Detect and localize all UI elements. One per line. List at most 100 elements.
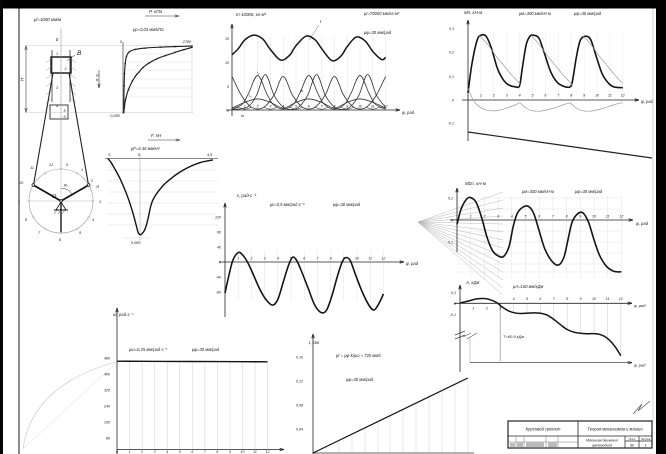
mechanism-name-line1: Механизм движения <box>586 439 618 443</box>
x-tick-label: 4 <box>513 297 515 301</box>
x-tick-label: 11 <box>606 297 610 301</box>
x-tick-label: 1 <box>129 450 131 454</box>
label: 4 <box>92 218 94 222</box>
circle-mark <box>43 227 47 230</box>
axis-label: ε, рад·с⁻² <box>237 193 257 198</box>
x-tick-label: 5 <box>290 257 292 261</box>
compression-curve <box>123 46 193 113</box>
data-marker <box>164 54 166 57</box>
y-tick-label: 0,1 <box>451 291 456 295</box>
arrow-head <box>628 219 634 222</box>
axis-label: F, кН <box>151 133 162 138</box>
arrow-head <box>627 362 633 365</box>
data-marker <box>136 73 138 76</box>
y-tick-label: 0,16 <box>296 356 303 360</box>
x-tick-label: 1 <box>472 307 474 311</box>
label: S <box>108 153 111 157</box>
scale-note: μм=300 мм/кН·м <box>518 11 551 16</box>
crank-center-label: О <box>52 194 57 200</box>
x-tick-label: 3 <box>154 450 156 454</box>
y-tick-label: 0 <box>452 99 454 103</box>
label: φ, рад <box>406 261 419 266</box>
x-tick-label: 2 <box>256 105 259 109</box>
arrow-head <box>279 449 285 452</box>
x-tick-label: 10 <box>592 297 596 301</box>
x-tick-label: 2 <box>140 450 143 454</box>
resistance-moment-curve <box>467 33 623 93</box>
inertia-component <box>231 98 386 109</box>
x-tick-label: 9 <box>580 297 582 301</box>
label: 0,085 <box>110 114 120 118</box>
scale-note: μφ=30 мм/рад <box>191 347 220 352</box>
y-tick-label: -0,1 <box>448 122 454 126</box>
data-marker <box>182 48 185 51</box>
circle-mark <box>59 199 63 203</box>
x-tick-label: 1 <box>480 94 482 98</box>
y-tick-label: 0 <box>227 109 229 113</box>
data-marker <box>174 51 176 54</box>
data-marker <box>123 72 126 75</box>
x-tick-label: 3 <box>264 257 266 261</box>
label: 7 <box>38 231 41 235</box>
construction-line <box>417 191 504 223</box>
arrow-head <box>627 302 633 305</box>
circle-mark <box>59 231 63 235</box>
label: Iп <box>241 114 244 118</box>
y-tick-label: 0,04 <box>296 428 303 432</box>
y-tick-label: 0,08 <box>296 404 303 408</box>
arrow-head <box>24 45 27 51</box>
construction-line <box>417 207 504 223</box>
x-tick-label: 6 <box>539 297 541 301</box>
circle-mark <box>27 199 31 203</box>
construction-line <box>69 89 77 96</box>
y-tick-label: -0,1 <box>447 241 453 245</box>
label: 1 <box>81 168 83 172</box>
label: I <box>320 19 322 24</box>
scale-note: μt = μφ·k/μω = 720 мм/с <box>335 353 382 358</box>
x-tick-label: 11 <box>253 450 257 454</box>
construction-line <box>53 209 58 215</box>
y-tick-label: 15 <box>225 37 229 41</box>
decay-curve <box>582 35 624 84</box>
y-tick-label: 40 <box>217 246 221 250</box>
arrow-head <box>24 107 27 113</box>
x-tick-label: 9 <box>579 215 581 219</box>
x-tick-label: 12 <box>266 450 270 454</box>
y-tick-label: 120 <box>215 216 221 220</box>
construction-line <box>45 65 53 72</box>
data-marker <box>159 46 161 48</box>
label: 5 <box>79 231 82 235</box>
arrow-head <box>399 261 405 264</box>
sheet-col-header: Лист <box>628 437 637 441</box>
arrow-head <box>174 14 180 17</box>
circle-mark <box>32 183 35 187</box>
x-tick-label: 10 <box>355 257 359 261</box>
arrow-head <box>224 202 227 208</box>
construction-line <box>32 72 54 186</box>
label: φ, рад <box>402 110 415 115</box>
x-tick-label: 9 <box>346 105 348 109</box>
stamp-signature-mark <box>526 442 544 447</box>
x-tick-label: 4 <box>519 94 521 98</box>
construction-line <box>45 97 53 104</box>
shape <box>0 0 3 454</box>
label: φ, рад <box>634 303 646 308</box>
x-tick-label: 8 <box>566 215 568 219</box>
x-tick-label: 5 <box>532 94 534 98</box>
construction-path <box>60 187 73 195</box>
construction-line <box>60 201 67 211</box>
x-tick-label: 7 <box>316 257 319 261</box>
x-tick-label: 12 <box>619 297 623 301</box>
scale-note: μφ=30 мм/рад <box>332 202 361 207</box>
label: Н <box>20 77 25 81</box>
indicator-diagram: P, кПа μp=0,03 мм/кПа 0 2780 0,085 <box>110 9 193 118</box>
arrow-head <box>312 333 315 339</box>
x-tick-label: 4 <box>282 105 284 109</box>
time-line <box>312 377 469 454</box>
stamp-signature-mark <box>510 443 515 447</box>
label: 2 <box>90 179 94 183</box>
